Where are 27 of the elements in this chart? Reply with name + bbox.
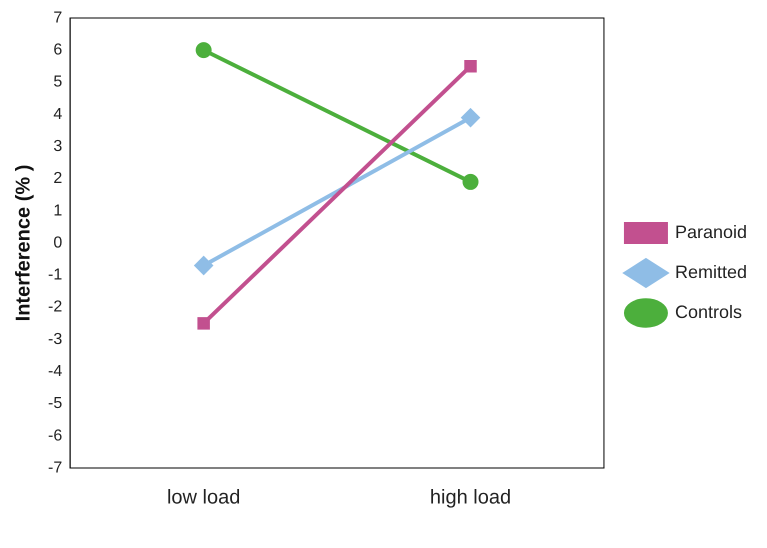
y-tick-label: 1 (53, 202, 62, 220)
y-tick-label: -2 (48, 298, 62, 316)
y-tick-label: 7 (53, 9, 62, 26)
y-tick-label: 0 (53, 234, 62, 252)
y-tick-label: -6 (48, 427, 62, 444)
y-tick-label: 6 (53, 42, 62, 59)
x-tick-label: high load (430, 486, 512, 509)
legend-label: Paranoid (674, 222, 748, 242)
y-tick-label: 3 (53, 138, 62, 155)
point (462, 108, 480, 127)
y-tick-label: -4 (48, 362, 62, 380)
point (196, 42, 212, 58)
y-tick-label: -7 (48, 459, 62, 476)
legend-label: Remitted (674, 262, 747, 282)
y-axis-title: Interference (% ) (12, 164, 35, 322)
y-tick-label: -1 (48, 266, 62, 284)
y-tick-label: -5 (48, 395, 62, 412)
y-tick-label: -3 (48, 330, 62, 348)
point (462, 174, 479, 190)
point (194, 256, 213, 274)
x-tick-label: low load (166, 486, 240, 509)
y-tick-label: 5 (53, 74, 62, 91)
point (197, 317, 210, 330)
legend-label: Controls (674, 302, 742, 322)
point (464, 60, 477, 72)
y-tick-label: 2 (53, 170, 62, 188)
y-tick-label: 4 (53, 106, 62, 123)
